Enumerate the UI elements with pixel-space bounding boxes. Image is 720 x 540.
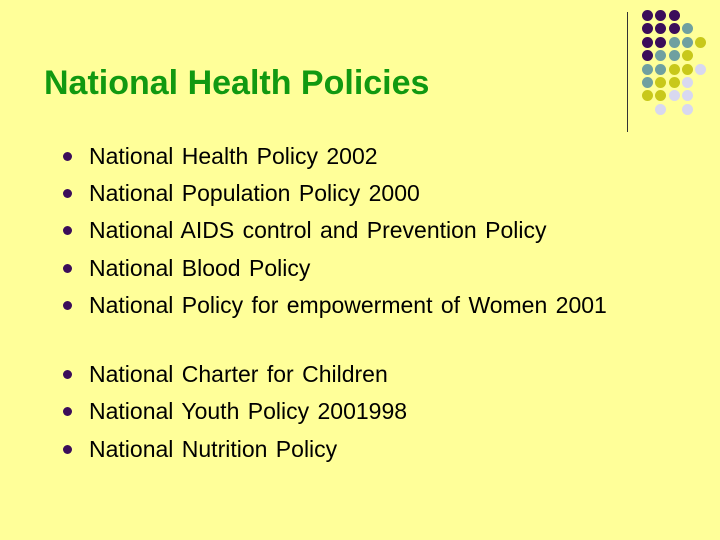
decorative-dot xyxy=(642,50,653,62)
decorative-dot xyxy=(695,36,707,48)
decorative-dot xyxy=(681,63,693,75)
decorative-dot xyxy=(668,77,680,88)
decorative-dot xyxy=(681,36,693,48)
list-item: National Charter for Children xyxy=(63,358,609,390)
decorative-dot xyxy=(695,63,707,75)
decorative-divider xyxy=(627,12,628,132)
decorative-dot xyxy=(655,63,667,75)
decorative-dot xyxy=(681,50,693,62)
decorative-dot xyxy=(655,90,667,102)
decorative-dot xyxy=(668,63,680,75)
decorative-dot xyxy=(642,36,653,48)
decorative-dot xyxy=(642,10,653,21)
bullet-icon xyxy=(63,370,72,379)
decorative-dot xyxy=(681,23,693,35)
decorative-dot xyxy=(642,77,653,88)
decorative-dot xyxy=(668,90,680,102)
bullet-icon xyxy=(63,264,72,273)
decorative-dot xyxy=(681,77,693,88)
list-item: National Population Policy 2000 xyxy=(63,177,609,209)
decorative-dot xyxy=(655,10,667,21)
bullet-icon xyxy=(63,445,72,454)
bullet-icon xyxy=(63,301,72,310)
list-item: National Policy for empowerment of Women… xyxy=(63,289,609,321)
decorative-dot xyxy=(642,90,653,102)
decorative-dot xyxy=(655,103,667,115)
bullet-icon xyxy=(63,152,72,161)
decorative-dot xyxy=(655,50,667,62)
decorative-dot xyxy=(668,23,680,35)
list-item: National Nutrition Policy xyxy=(63,433,609,465)
decorative-dot xyxy=(642,23,653,35)
decorative-dot xyxy=(655,77,667,88)
decorative-dot xyxy=(668,10,680,21)
decorative-dot xyxy=(655,36,667,48)
list-item: National AIDS control and Prevention Pol… xyxy=(63,214,609,246)
decorative-dot xyxy=(642,63,653,75)
decorative-dot xyxy=(668,36,680,48)
decorative-dot xyxy=(681,90,693,102)
decorative-dot xyxy=(655,23,667,35)
bullet-icon xyxy=(63,226,72,235)
slide-title: National Health Policies xyxy=(44,64,430,102)
bullet-icon xyxy=(63,407,72,416)
list-item: National Youth Policy 2001998 xyxy=(63,395,609,427)
list-item: National Blood Policy xyxy=(63,252,609,284)
decorative-dot xyxy=(681,103,693,115)
list-item: National Health Policy 2002 xyxy=(63,140,609,172)
decorative-dot xyxy=(668,50,680,62)
bullet-icon xyxy=(63,189,72,198)
